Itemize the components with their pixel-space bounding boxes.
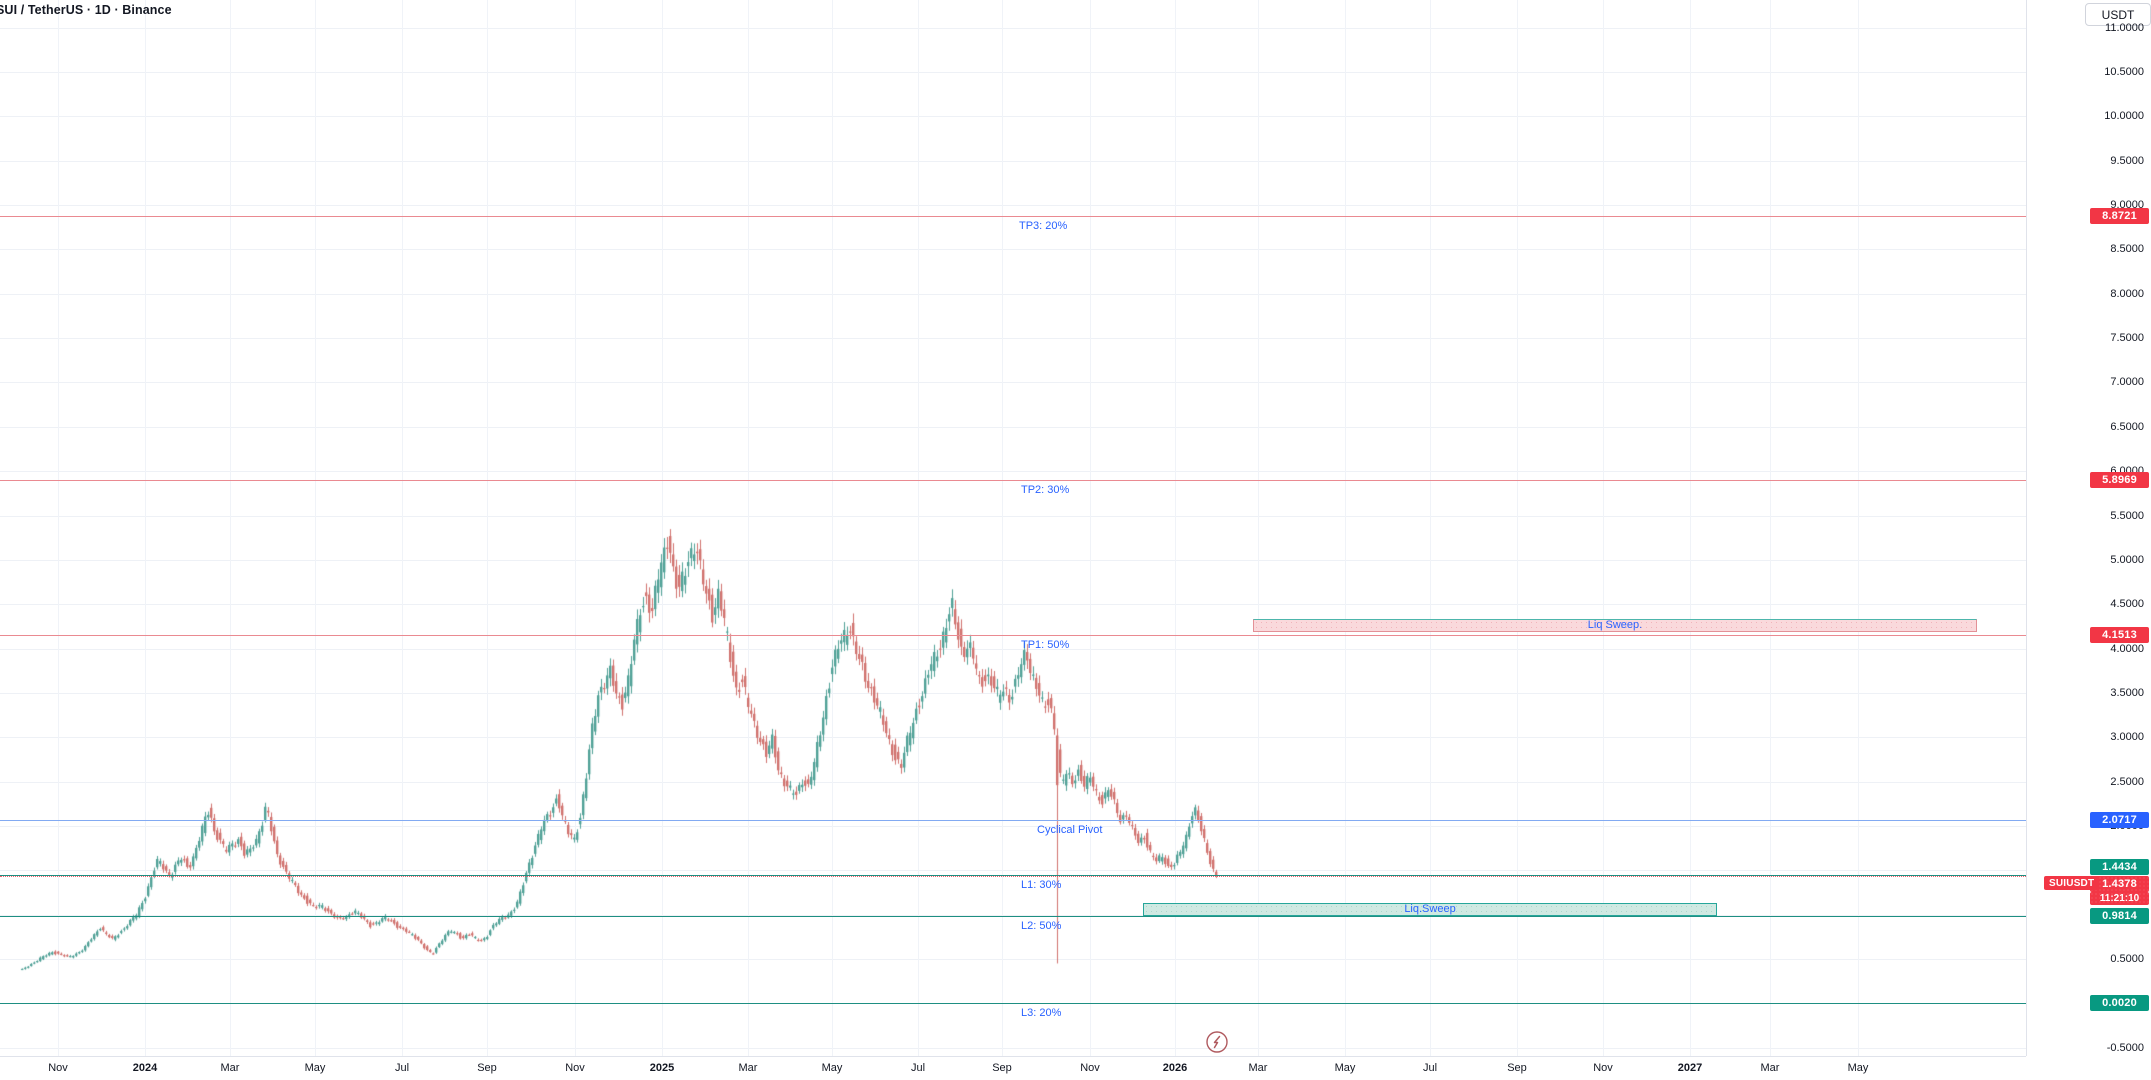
price-tick-label: 5.5000 — [2110, 509, 2144, 522]
l1-price-badge: 1.4434 — [2090, 859, 2149, 876]
time-tick-label: Jul — [394, 1062, 410, 1074]
time-tick-label: 2027 — [1677, 1062, 1703, 1074]
l2-level-label: L2: 50% — [1021, 920, 1062, 933]
time-tick-label: May — [821, 1062, 843, 1074]
l3-level-label: L3: 20% — [1021, 1007, 1062, 1020]
time-tick-label: Nov — [565, 1062, 585, 1074]
price-tick-label: 11.0000 — [2105, 21, 2144, 34]
tp1-price-badge: 4.1513 — [2090, 627, 2149, 644]
l2-level-line[interactable] — [0, 916, 2026, 918]
l3-level-line[interactable] — [0, 1003, 2026, 1005]
time-tick-label: Mar — [738, 1062, 758, 1074]
price-tick-label: 8.0000 — [2110, 287, 2144, 300]
lightning-circle-icon[interactable] — [1205, 1030, 1229, 1054]
price-tick-label: 10.0000 — [2104, 110, 2144, 123]
last-price-line — [0, 875, 2026, 877]
time-tick-label: 2026 — [1162, 1062, 1188, 1074]
tp3-price-badge: 8.8721 — [2090, 208, 2149, 225]
time-axis[interactable]: Nov 2024 Mar May Jul Sep Nov 2025 Mar May Jul Sep No… — [0, 1056, 2026, 1080]
price-tick-label: 9.5000 — [2110, 154, 2144, 167]
price-tick-label: 9.0000 — [2110, 199, 2144, 212]
price-axis[interactable]: USDT 11.0000 10.5000 10.0000 9.5000 9.0000 8.… — [2026, 0, 2151, 1056]
time-tick-label: May — [1847, 1062, 1869, 1074]
l3-price-badge: 0.0020 — [2090, 995, 2149, 1012]
time-tick-label: Jul — [1422, 1062, 1438, 1074]
price-tick-label: 0.5000 — [2110, 953, 2144, 965]
candlestick-series[interactable] — [0, 0, 2026, 1056]
time-tick-label: 2024 — [132, 1062, 158, 1074]
price-tick-label: 7.0000 — [2110, 376, 2144, 389]
tp2-level-line[interactable] — [0, 480, 2026, 482]
tp3-level-label: TP3: 20% — [1019, 220, 1068, 233]
time-tick-label: Jul — [910, 1062, 926, 1074]
tp3-level-line[interactable] — [0, 216, 2026, 218]
price-tick-label: 2.5000 — [2110, 775, 2144, 788]
l2-price-badge: 0.9814 — [2090, 908, 2149, 925]
price-tick-label: 7.5000 — [2110, 332, 2144, 345]
time-tick-label: Nov — [1593, 1062, 1613, 1074]
currency-unit-button[interactable]: USDT — [2085, 3, 2151, 26]
time-tick-label: Mar — [220, 1062, 240, 1074]
price-tick-label: 6.5000 — [2110, 420, 2144, 433]
price-tick-label: 3.0000 — [2110, 731, 2144, 744]
countdown-badge: 11:21:10 — [2090, 891, 2149, 905]
tp2-level-label: TP2: 30% — [1021, 484, 1070, 497]
l1-level-label: L1: 30% — [1021, 879, 1062, 892]
pivot-level-label: Cyclical Pivot — [1037, 823, 1103, 836]
symbol-price-tag: SUIUSDT — [2044, 876, 2100, 891]
time-tick-label: Sep — [1507, 1062, 1527, 1074]
price-tick-label: 8.5000 — [2110, 243, 2144, 256]
time-tick-label: Nov — [48, 1062, 68, 1074]
pivot-price-badge: 2.0717 — [2090, 811, 2149, 828]
symbol-title: SUI / TetherUS · 1D · Binance — [0, 3, 172, 17]
time-tick-label: May — [304, 1062, 326, 1074]
time-tick-label: Nov — [1080, 1062, 1100, 1074]
price-tick-label: 4.5000 — [2110, 598, 2144, 611]
tp1-level-line[interactable] — [0, 635, 2026, 637]
tp2-price-badge: 5.8969 — [2090, 472, 2149, 489]
price-tick-label: 4.0000 — [2110, 642, 2144, 655]
time-tick-label: 2025 — [649, 1062, 675, 1074]
price-tick-label: 10.5000 — [2104, 66, 2144, 78]
chart-pane[interactable]: Liq Sweep.Liq.Sweep TP3: 20%TP2: 30%TP1:… — [0, 0, 2026, 1056]
price-tick-label: -0.5000 — [2106, 1041, 2144, 1054]
time-tick-label: Sep — [477, 1062, 497, 1074]
time-tick-label: Mar — [1248, 1062, 1268, 1074]
time-tick-label: Mar — [1760, 1062, 1780, 1074]
tp1-level-label: TP1: 50% — [1021, 639, 1070, 652]
price-tick-label: 3.5000 — [2110, 686, 2144, 699]
last-price-badge: 1.4378 — [2090, 875, 2149, 892]
pivot-level-line[interactable] — [0, 819, 2026, 821]
time-tick-label: May — [1334, 1062, 1356, 1074]
time-tick-label: Sep — [992, 1062, 1012, 1074]
price-tick-label: 5.0000 — [2110, 553, 2144, 566]
